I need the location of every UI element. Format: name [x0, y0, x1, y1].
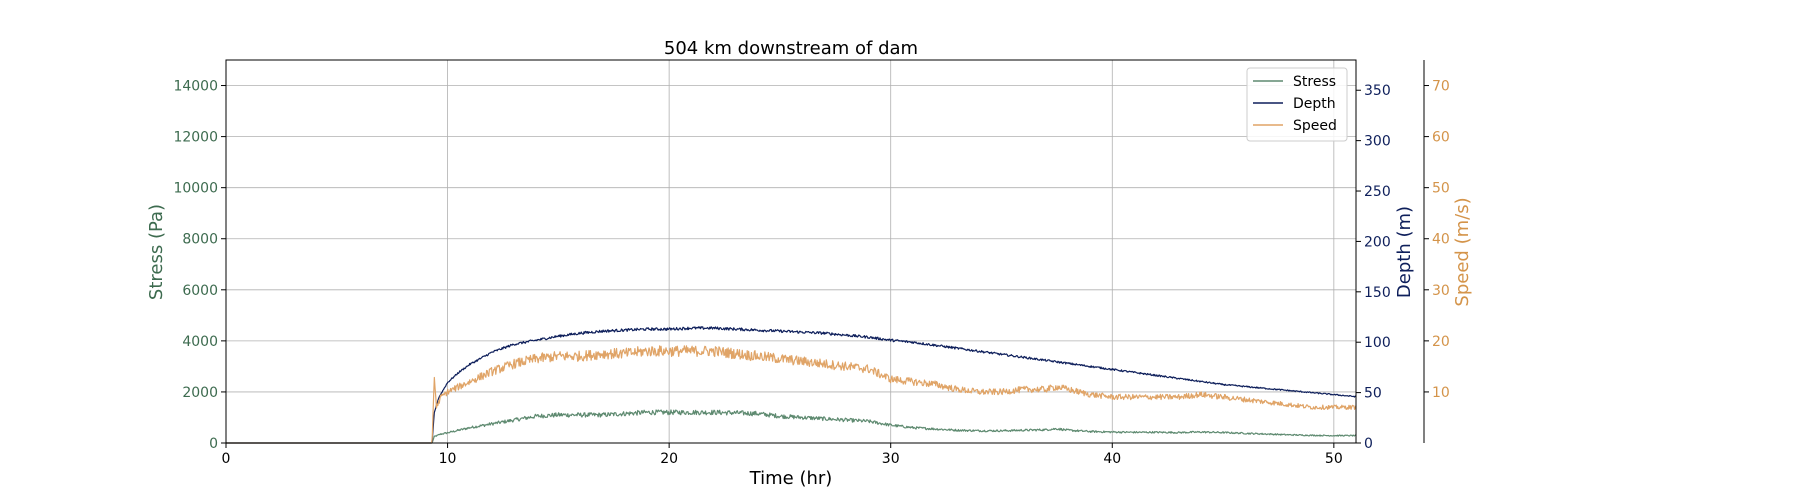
depth-tick-label: 0 [1364, 436, 1373, 452]
grid-lines [225, 60, 1356, 444]
speed-tick-label: 60 [1432, 130, 1450, 146]
speed-tick-label: 20 [1432, 334, 1450, 350]
series-line-stress [226, 409, 1357, 444]
plot-frame [225, 59, 1357, 444]
depth-tick-label: 300 [1364, 134, 1391, 150]
legend: Stress Depth Speed [1246, 67, 1348, 142]
series-line-speed [226, 345, 1357, 444]
x-tick-label: 0 [222, 451, 231, 467]
stress-tick-label: 6000 [182, 283, 218, 299]
stress-tick-label: 14000 [173, 79, 218, 95]
x-axis: 0 10 20 30 40 50 [222, 443, 1343, 467]
speed-tick-label: 70 [1432, 79, 1450, 95]
x-tick-label: 50 [1325, 451, 1343, 467]
depth-tick-label: 150 [1364, 285, 1391, 301]
stress-tick-label: 2000 [182, 385, 218, 401]
speed-tick-label: 40 [1432, 232, 1450, 248]
speed-tick-label: 10 [1432, 385, 1450, 401]
x-tick-label: 40 [1103, 451, 1121, 467]
series-lines [226, 326, 1357, 444]
stress-tick-label: 8000 [182, 232, 218, 248]
chart-title: 504 km downstream of dam [664, 38, 918, 59]
speed-tick-label: 50 [1432, 181, 1450, 197]
depth-axis: 0 50 100 150 200 250 300 350 [1356, 83, 1391, 452]
depth-axis-label: Depth (m) [1394, 206, 1415, 298]
legend-box [1246, 67, 1348, 142]
stress-axis: 0 2000 4000 6000 8000 10000 12000 14000 [173, 79, 226, 452]
speed-axis-label: Speed (m/s) [1452, 197, 1473, 306]
speed-axis: 10 20 30 40 50 60 70 [1423, 60, 1450, 443]
legend-entry-depth: Depth [1293, 96, 1336, 112]
depth-tick-label: 250 [1364, 184, 1391, 200]
stress-axis-label: Stress (Pa) [146, 204, 167, 300]
stress-tick-label: 4000 [182, 334, 218, 350]
depth-tick-label: 350 [1364, 83, 1391, 99]
x-axis-label: Time (hr) [749, 468, 833, 489]
x-tick-label: 10 [439, 451, 457, 467]
depth-tick-label: 200 [1364, 234, 1391, 250]
legend-entry-stress: Stress [1293, 74, 1336, 90]
depth-tick-label: 100 [1364, 335, 1391, 351]
depth-tick-label: 50 [1364, 386, 1382, 402]
stress-tick-label: 12000 [173, 130, 218, 146]
x-tick-label: 30 [882, 451, 900, 467]
speed-tick-label: 30 [1432, 283, 1450, 299]
stress-tick-label: 10000 [173, 181, 218, 197]
x-tick-label: 20 [660, 451, 678, 467]
stress-tick-label: 0 [209, 436, 218, 452]
legend-entry-speed: Speed [1293, 118, 1337, 134]
series-line-depth [226, 326, 1357, 444]
